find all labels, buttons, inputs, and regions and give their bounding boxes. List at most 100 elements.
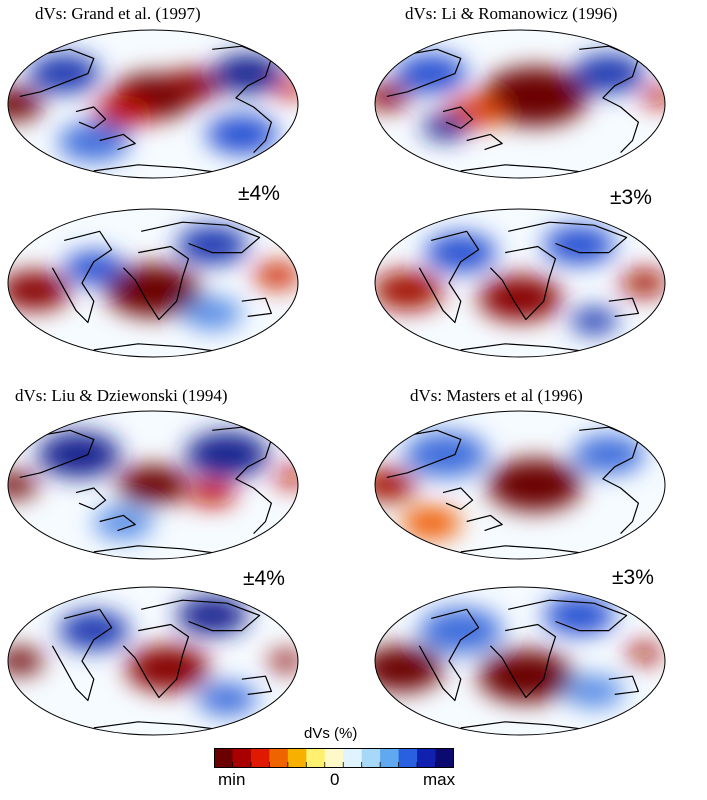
velocity-anomaly [185,431,269,478]
coastline [51,230,113,324]
coastline [241,675,272,695]
velocity-anomaly [404,431,488,478]
velocity-anomaly [570,307,618,335]
colorbar-zero-label: 0 [330,770,340,789]
map-grand-africa [7,208,299,358]
velocity-anomaly [117,465,189,505]
coastline [460,164,586,173]
map-masters-africa [374,586,666,736]
velocity-anomaly [425,233,497,273]
colorbar-segment [361,748,381,768]
coastline [141,599,261,632]
coastline [93,721,219,730]
velocity-anomaly [487,458,583,512]
velocity-anomaly [8,647,44,675]
coastline [418,608,480,702]
coastline [241,297,272,317]
velocity-anomaly [375,645,444,692]
velocity-anomaly [573,54,645,94]
range-label-liu-dziewonski: ±4% [243,567,285,590]
coastline [122,623,190,699]
colorbar-segment [380,748,400,768]
map-grand-pacific [7,29,299,179]
colorbar-segment [232,748,252,768]
coastline [442,106,474,129]
velocity-anomaly [422,113,470,140]
velocity-anomaly [28,54,100,94]
colorbar-border [214,748,454,768]
map-border [7,208,299,358]
velocity-anomaly [375,468,417,502]
coastline [460,721,586,730]
velocity-anomaly [641,86,665,107]
velocity-anomaly [58,122,130,162]
coastline [466,133,503,151]
range-label-li-romanowicz: ±3% [610,186,652,209]
coastline [93,545,219,554]
velocity-anomaly [478,275,562,321]
velocity-anomaly [573,435,645,475]
colorbar-min-label: min [218,770,246,789]
coastline [122,245,190,321]
coastline [93,164,219,173]
velocity-anomaly [197,682,257,716]
velocity-anomaly [176,595,248,635]
panel-title-masters: dVs: Masters et al (1996) [410,386,583,405]
colorbar-max-label: max [423,770,456,789]
colorbar-segment [324,748,344,768]
velocity-anomaly [58,611,130,651]
coastline [460,545,586,554]
coastline [508,221,628,254]
map-border [374,410,666,560]
velocity-anomaly [481,67,589,126]
velocity-anomaly [268,651,298,671]
velocity-anomaly [8,471,38,499]
velocity-anomaly [206,114,278,154]
colorbar-segment [435,748,454,768]
velocity-anomaly [620,269,665,297]
coastline [75,106,107,129]
map-border [7,29,299,179]
colorbar-segment [417,748,436,768]
velocity-anomaly [419,607,503,654]
velocity-anomaly [395,54,467,94]
panel-title-liu-dziewonski: dVs: Liu & Dziewonski (1994) [15,386,228,405]
map-border [374,208,666,358]
coastline [93,343,219,352]
colorbar-segment [306,748,326,768]
velocity-anomaly [253,262,298,289]
map-liu-dziewonski-africa [7,586,299,736]
coastline [99,514,136,532]
velocity-anomaly [161,69,222,103]
coastline [418,230,480,324]
velocity-anomaly [93,506,153,540]
coastline [508,599,628,632]
velocity-anomaly [188,479,236,506]
velocity-anomaly [176,225,248,265]
map-border [7,586,299,736]
coastline [489,623,557,699]
velocity-anomaly [212,54,284,94]
velocity-anomaly [8,271,71,311]
velocity-anomaly [274,467,298,488]
colorbar-segment [250,748,270,768]
velocity-anomaly [182,297,242,330]
velocity-anomaly [478,650,574,703]
velocity-anomaly [401,506,461,540]
map-li-romanowicz-pacific [374,29,666,179]
map-border [374,586,666,736]
velocity-anomaly [543,595,615,635]
coastline [466,514,503,532]
colorbar-title: dVs (%) [304,725,358,742]
map-border [374,29,666,179]
colorbar-segment [398,748,418,768]
coastline [608,297,639,317]
map-li-romanowicz-africa [374,208,666,358]
velocity-anomaly [8,87,44,121]
velocity-anomaly [126,645,210,692]
panel-title-grand: dVs: Grand et al. (1997) [35,4,201,23]
velocity-anomaly [375,83,411,110]
coastline [141,221,261,254]
map-border [7,410,299,560]
map-masters-pacific [374,410,666,560]
